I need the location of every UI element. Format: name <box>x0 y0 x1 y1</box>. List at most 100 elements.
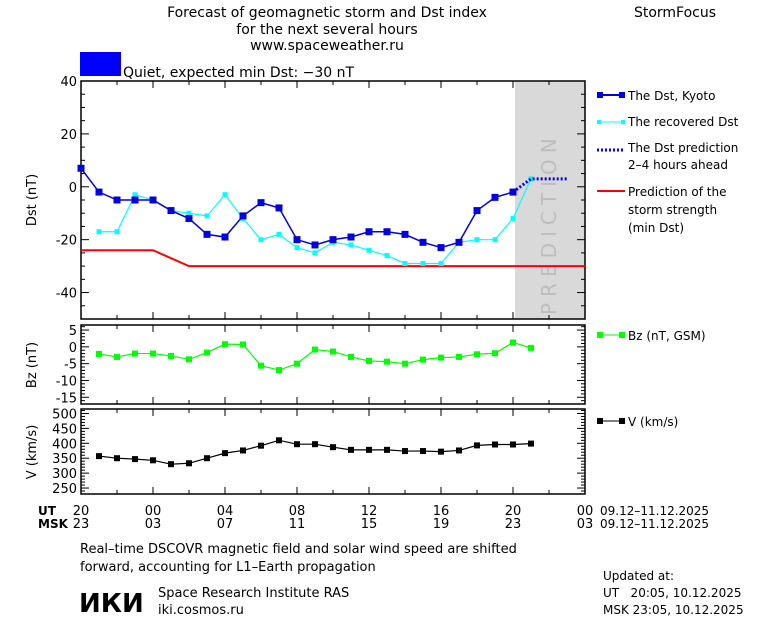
bz-point <box>96 350 102 357</box>
bz-point <box>348 353 354 360</box>
bz-point <box>294 360 300 367</box>
dst-kyoto-point <box>455 238 463 246</box>
x-tick-label-ut: 20 <box>73 504 90 519</box>
dst-kyoto-point <box>311 241 319 249</box>
legend-v: V (km/s) <box>628 415 678 429</box>
bz-point <box>132 350 138 357</box>
bz-point <box>474 351 480 358</box>
storm-strength-line <box>81 249 585 268</box>
x-tick-label-ut: 20 <box>505 504 522 519</box>
legend-prediction-2: 2–4 hours ahead <box>628 158 728 172</box>
recovered-dst-point <box>492 237 498 243</box>
bz-point <box>150 350 156 357</box>
title-line-1: Forecast of geomagnetic storm and Dst in… <box>167 5 487 21</box>
bz-point <box>438 354 444 361</box>
dst-kyoto-point <box>203 230 211 238</box>
dst-kyoto-point <box>95 188 103 196</box>
dst-kyoto-point <box>149 196 157 204</box>
y-tick-label: 350 <box>52 452 77 467</box>
bz-point <box>402 360 408 367</box>
title-line-3: www.spaceweather.ru <box>250 38 404 54</box>
v-point <box>240 447 246 454</box>
dst-kyoto-point <box>257 199 265 207</box>
recovered-dst-point <box>510 216 516 222</box>
brand-label: StormFocus <box>634 5 716 21</box>
recovered-dst-point <box>258 237 264 243</box>
bz-point <box>204 349 210 356</box>
bz-point <box>312 346 318 353</box>
v-point <box>258 442 264 449</box>
dst-kyoto-point <box>329 236 337 244</box>
bz-point <box>186 356 192 363</box>
date-range-msk: 09.12–11.12.2025 <box>600 517 709 531</box>
v-point <box>168 461 174 468</box>
v-point <box>276 437 282 444</box>
recovered-dst-point <box>366 247 372 253</box>
recovered-dst-point <box>204 213 210 219</box>
recovered-dst-point <box>420 260 426 266</box>
legend-recovered-marker <box>597 120 601 124</box>
y-tick-label: 0 <box>69 341 77 356</box>
legend-prediction-1: The Dst prediction <box>627 141 738 155</box>
legend-storm-1: Prediction of the <box>628 185 727 199</box>
y-tick-label: -10 <box>56 374 77 389</box>
dst-kyoto-point <box>401 230 409 238</box>
bz-point <box>276 367 282 374</box>
prediction-zone <box>515 81 585 319</box>
dst-kyoto-point <box>113 196 121 204</box>
v-point <box>114 455 120 462</box>
v-point <box>492 441 498 448</box>
dst-kyoto-point <box>491 193 499 201</box>
updated-msk: MSK 23:05, 10.12.2025 <box>603 603 744 617</box>
dst-kyoto-point <box>437 244 445 252</box>
legend-dst-marker <box>597 92 603 98</box>
dst-kyoto-point <box>167 207 175 215</box>
v-point <box>528 440 534 447</box>
x-tick-label-msk: 07 <box>217 517 234 532</box>
bz-point <box>222 341 228 348</box>
bz-point <box>492 350 498 357</box>
recovered-dst-point <box>402 260 408 266</box>
v-point <box>150 457 156 464</box>
panel-frame <box>80 324 586 405</box>
title-line-2: for the next several hours <box>236 22 417 38</box>
legend-bz: Bz (nT, GSM) <box>628 329 706 343</box>
legend-v-marker <box>619 418 625 424</box>
y-tick-label: -5 <box>64 358 77 373</box>
ut-label: UT <box>38 504 57 518</box>
recovered-dst-point <box>528 176 534 182</box>
dst-kyoto-point <box>419 238 427 246</box>
legend-dst: The Dst, Kyoto <box>627 89 715 103</box>
x-tick-label-msk: 03 <box>577 517 594 532</box>
y-tick-label: 300 <box>52 467 77 482</box>
dst-axis-label: Dst (nT) <box>25 174 40 226</box>
x-tick-label-ut: 00 <box>145 504 162 519</box>
status-text: Quiet, expected min Dst: −30 nT <box>123 65 355 81</box>
v-point <box>366 446 372 453</box>
dst-kyoto-point <box>77 164 85 172</box>
footer-note-1: Real–time DSCOVR magnetic field and sola… <box>80 542 517 557</box>
v-point <box>330 444 336 451</box>
x-tick-label-msk: 11 <box>289 517 306 532</box>
y-tick-label: 450 <box>52 422 77 437</box>
dst-kyoto-point <box>131 196 139 204</box>
date-range-ut: 09.12–11.12.2025 <box>600 504 709 518</box>
v-point <box>474 442 480 449</box>
v-point <box>402 448 408 455</box>
x-tick-label-msk: 03 <box>145 517 162 532</box>
footer-note-2: forward, accounting for L1–Earth propaga… <box>80 560 376 575</box>
bz-point <box>384 358 390 365</box>
legend-recovered: The recovered Dst <box>627 115 739 129</box>
recovered-dst-point <box>96 229 102 235</box>
bz-point <box>240 341 246 348</box>
legend-recovered-marker <box>621 120 625 124</box>
panel-frame <box>80 408 586 495</box>
v-point <box>438 448 444 455</box>
legend-storm-3: (min Dst) <box>628 221 684 235</box>
x-tick-label-ut: 12 <box>361 504 378 519</box>
y-tick-label: 400 <box>52 437 77 452</box>
updated-ut: UT 20:05, 10.12.2025 <box>603 586 741 600</box>
dst-kyoto-point <box>347 233 355 241</box>
